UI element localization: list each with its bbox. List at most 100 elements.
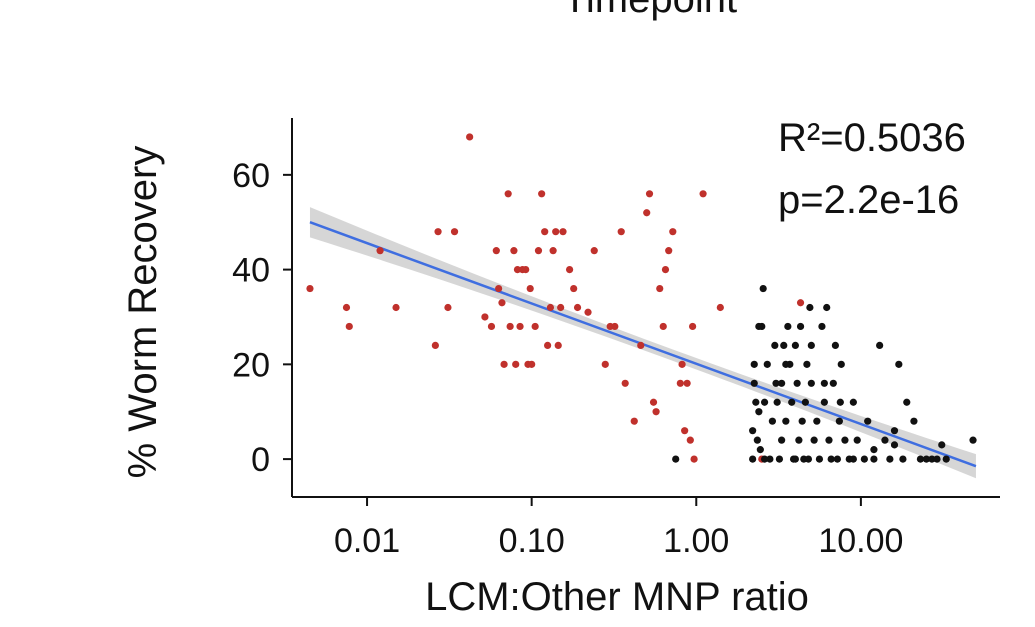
data-point <box>534 247 543 255</box>
data-point <box>669 228 677 236</box>
data-point <box>661 266 670 274</box>
x-tick-label: 0.01 <box>334 522 400 560</box>
data-point <box>807 341 815 349</box>
y-tick-label: 40 <box>232 252 270 290</box>
data-point <box>773 398 781 406</box>
data-point <box>837 360 845 368</box>
data-point <box>922 455 930 463</box>
data-point <box>759 284 767 293</box>
data-point <box>815 455 824 463</box>
data-point <box>601 360 609 368</box>
data-point <box>813 417 821 425</box>
data-point <box>392 303 400 312</box>
x-axis-label: LCM:Other MNP ratio <box>425 575 809 619</box>
data-point <box>933 455 941 463</box>
data-point <box>342 303 351 312</box>
data-point <box>801 398 809 406</box>
data-point <box>916 455 925 463</box>
data-point <box>881 436 889 444</box>
data-point <box>899 455 907 463</box>
data-point <box>678 360 686 368</box>
data-point <box>903 398 911 406</box>
data-point <box>546 303 555 312</box>
data-point <box>565 266 574 274</box>
x-tick-label: 10.00 <box>818 522 903 560</box>
data-point <box>522 266 530 274</box>
data-point <box>886 455 894 463</box>
y-tick-label: 60 <box>232 157 270 195</box>
data-point <box>512 360 520 368</box>
data-point <box>928 455 936 463</box>
data-point <box>434 228 442 236</box>
data-point <box>788 398 796 406</box>
data-point <box>969 436 977 444</box>
data-point <box>823 303 831 312</box>
data-point <box>659 322 667 331</box>
data-point <box>827 455 835 463</box>
data-point <box>749 455 757 463</box>
data-point <box>782 360 790 368</box>
data-point <box>672 455 680 463</box>
data-point <box>630 417 638 425</box>
data-point <box>554 341 562 349</box>
data-point <box>803 360 811 368</box>
data-point <box>345 322 353 331</box>
data-point <box>606 322 614 331</box>
data-point <box>531 322 539 331</box>
data-point <box>643 209 651 217</box>
data-point <box>431 341 439 349</box>
data-point <box>771 341 779 349</box>
data-point <box>864 417 872 425</box>
chart-title: Timepoint <box>563 0 737 21</box>
data-point <box>510 247 518 255</box>
data-point <box>780 341 788 349</box>
data-point <box>756 446 764 454</box>
data-point <box>749 427 757 435</box>
data-point <box>649 398 658 406</box>
data-point <box>690 455 698 463</box>
data-point <box>753 436 761 444</box>
data-point <box>796 299 805 307</box>
data-point <box>621 379 629 387</box>
data-point <box>795 436 803 444</box>
axis-ticks: 0.01 0.10 1.00 10.00 0 20 40 60 <box>232 157 903 560</box>
data-point <box>870 455 878 463</box>
data-point <box>766 455 774 463</box>
data-point <box>617 228 625 236</box>
data-point <box>526 284 534 293</box>
r-squared-annotation: R²=0.5036 <box>778 116 966 160</box>
data-point <box>681 427 689 435</box>
data-point <box>942 455 950 463</box>
data-point <box>791 455 799 463</box>
data-point <box>870 446 878 454</box>
data-point <box>890 427 899 435</box>
data-point <box>831 341 839 349</box>
data-points <box>306 133 977 463</box>
data-point <box>798 417 806 425</box>
data-point <box>665 247 673 255</box>
data-point <box>791 341 799 349</box>
data-point <box>504 190 512 198</box>
data-point <box>804 455 813 463</box>
data-point <box>755 408 763 416</box>
data-point <box>676 379 684 387</box>
data-point <box>778 436 786 444</box>
data-point <box>487 322 496 331</box>
x-tick-label: 1.00 <box>663 522 729 560</box>
data-point <box>557 303 565 312</box>
data-point <box>716 303 724 312</box>
data-point <box>849 398 857 406</box>
data-point <box>652 408 660 416</box>
data-point <box>750 379 758 387</box>
data-point <box>570 284 578 293</box>
data-point <box>750 360 758 368</box>
data-point <box>506 322 514 331</box>
data-point <box>760 398 769 406</box>
data-point <box>796 322 805 331</box>
data-point <box>806 303 814 312</box>
data-point <box>755 322 763 331</box>
data-point <box>820 398 828 406</box>
data-point <box>538 190 546 198</box>
data-point <box>810 436 818 444</box>
